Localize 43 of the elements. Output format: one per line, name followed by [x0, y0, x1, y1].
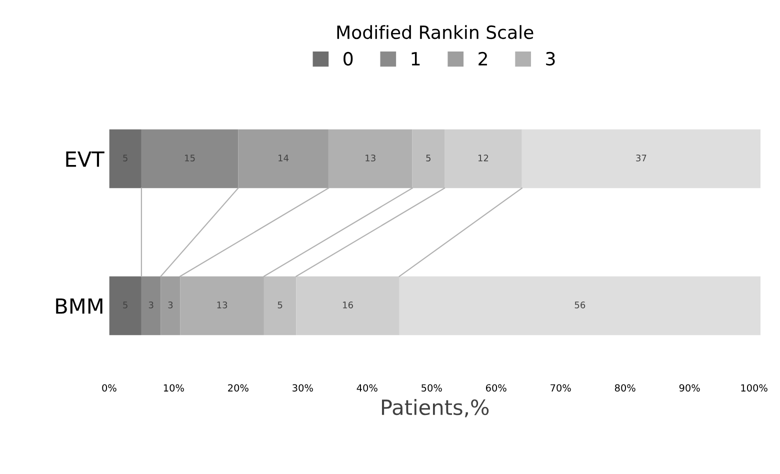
bar: [412, 129, 445, 188]
legend-label: 2: [478, 52, 487, 66]
x-tick-label: 20%: [228, 384, 248, 392]
data-label: 15: [185, 154, 195, 162]
data-label: 3: [148, 302, 154, 308]
bar: [264, 276, 296, 336]
data-label: 13: [366, 154, 376, 162]
bar: [141, 129, 238, 188]
y-tick-label: BMM: [56, 298, 102, 314]
bar: [399, 276, 760, 336]
x-tick-label: 40%: [356, 384, 378, 392]
bar: [160, 276, 180, 336]
data-label: 14: [278, 154, 289, 162]
legend-title: Modified Rankin Scale: [337, 25, 534, 40]
data-label: 5: [278, 302, 282, 308]
x-tick-label: 100%: [741, 384, 768, 392]
bar: [522, 129, 760, 188]
x-axis-title: Patients,%: [382, 399, 489, 418]
data-label: 13: [217, 302, 228, 308]
x-tick-label: 90%: [679, 384, 700, 392]
x-tick-label: 30%: [292, 384, 313, 392]
x-tick-label: 80%: [614, 384, 636, 392]
data-label: 12: [478, 154, 488, 162]
bar: [141, 276, 161, 336]
x-tick-label: 70%: [550, 384, 571, 392]
data-label: 16: [343, 302, 353, 308]
bar: [109, 129, 142, 188]
bar: [444, 129, 522, 188]
data-label: 3: [168, 302, 173, 308]
legend-label: 0: [344, 52, 353, 66]
data-label: 5: [426, 154, 430, 162]
x-tick-label: 10%: [164, 384, 184, 392]
x-tick-label: 60%: [486, 384, 506, 392]
bar: [109, 276, 142, 336]
y-tick-label: EVT: [66, 152, 104, 167]
bar: [296, 276, 400, 336]
data-label: 56: [574, 302, 586, 308]
x-tick-label: 0%: [102, 384, 116, 392]
legend-label: 1: [412, 52, 420, 66]
legend-label: 3: [546, 52, 555, 66]
bar: [238, 129, 328, 188]
x-tick-label: 50%: [422, 384, 442, 392]
data-label: 37: [636, 154, 646, 162]
